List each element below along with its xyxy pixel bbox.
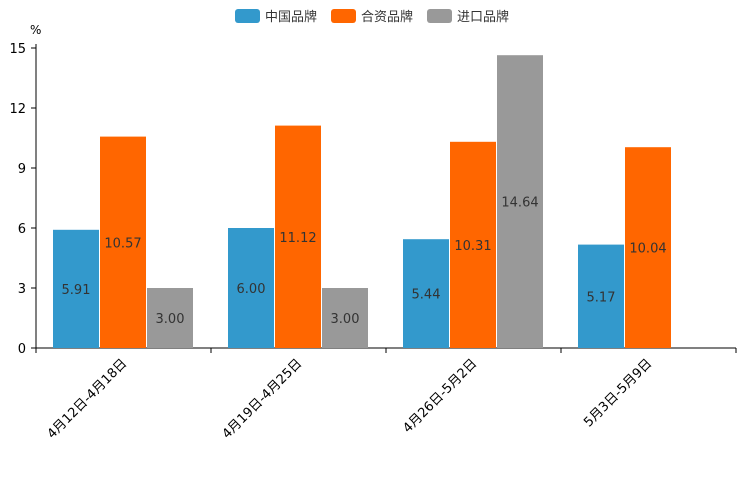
legend-label-import-brand: 进口品牌 (457, 10, 510, 25)
x-category-label: 4月26日-5月2日 (400, 356, 480, 436)
y-tick-label: 15 (9, 42, 26, 57)
bar-value-label: 10.57 (104, 236, 141, 251)
y-tick-label: 3 (18, 282, 26, 297)
bar (625, 147, 671, 348)
bar (578, 244, 624, 348)
bar-value-label: 3.00 (156, 312, 185, 327)
legend-item-joint-venture-brand[interactable]: 合资品牌 (330, 6, 413, 25)
bar (100, 136, 146, 348)
bar (147, 288, 193, 348)
legend-item-china-brand[interactable]: 中国品牌 (234, 6, 317, 25)
x-category-label: 5月3日-5月9日 (581, 356, 655, 430)
bar (497, 55, 543, 348)
y-tick-label: 0 (18, 342, 26, 357)
bar (275, 125, 321, 348)
y-tick-label: 12 (9, 102, 26, 117)
bar-value-label: 5.17 (587, 290, 616, 305)
legend-swatch-joint-venture-brand (330, 8, 356, 23)
bar-value-label: 5.44 (412, 288, 441, 303)
legend-item-import-brand[interactable]: 进口品牌 (427, 6, 509, 25)
legend-label-china-brand: 中国品牌 (264, 10, 317, 25)
bar (53, 229, 99, 348)
bar-value-label: 6.00 (237, 282, 266, 297)
legend: 中国品牌 合资品牌 进口品牌 (0, 6, 744, 25)
y-tick-label: 9 (18, 162, 26, 177)
bar (450, 141, 496, 348)
bar-value-label: 5.91 (62, 283, 91, 298)
bar-value-label: 14.64 (501, 196, 538, 211)
bar (403, 239, 449, 348)
legend-swatch-china-brand (234, 8, 260, 23)
bar-value-label: 10.31 (454, 239, 491, 254)
legend-label-joint-venture-brand: 合资品牌 (360, 10, 413, 25)
bar (228, 228, 274, 348)
y-tick-label: 6 (18, 222, 26, 237)
bar-value-label: 3.00 (331, 312, 360, 327)
bar-value-label: 11.12 (279, 231, 316, 246)
y-axis-unit: % (30, 23, 41, 37)
x-category-label: 4月19日-4月25日 (220, 356, 306, 442)
legend-swatch-import-brand (427, 8, 452, 23)
x-category-label: 4月12日-4月18日 (45, 356, 131, 442)
bar-value-label: 10.04 (629, 242, 666, 257)
plot-area: 0 3 6 9 12 15 5.91 10.57 3.00 4月12日-4月18日 6.00 11.1… (9, 42, 737, 442)
bar (322, 288, 368, 348)
